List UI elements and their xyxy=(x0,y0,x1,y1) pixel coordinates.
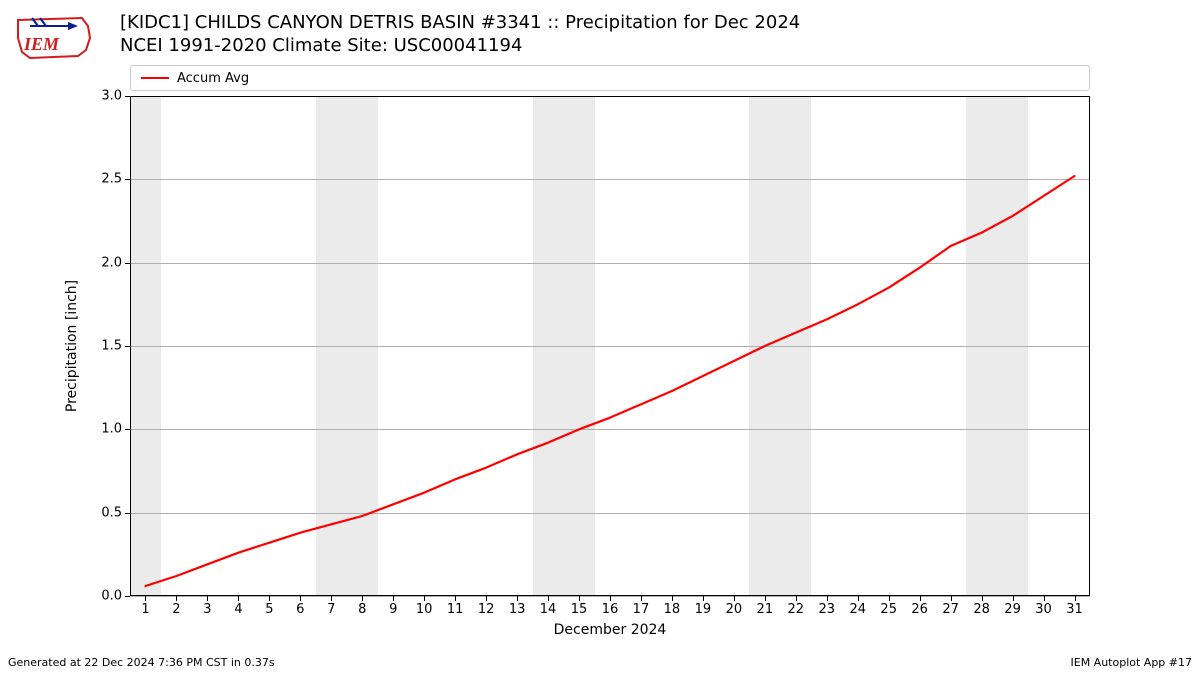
xtick-mark xyxy=(362,596,363,601)
xtick-mark xyxy=(579,596,580,601)
xtick-mark xyxy=(424,596,425,601)
plot-area: 0.00.51.01.52.02.53.0 123456789101112131… xyxy=(130,96,1090,596)
xtick-mark xyxy=(610,596,611,601)
xtick-label: 27 xyxy=(942,602,959,617)
y-axis-label: Precipitation [inch] xyxy=(64,280,80,412)
xtick-mark xyxy=(796,596,797,601)
xtick-mark xyxy=(858,596,859,601)
xtick-label: 15 xyxy=(571,602,588,617)
ytick-label: 1.0 xyxy=(101,422,122,437)
chart-title: [KIDC1] CHILDS CANYON DETRIS BASIN #3341… xyxy=(120,12,800,57)
xtick-label: 18 xyxy=(664,602,681,617)
x-axis-label: December 2024 xyxy=(554,622,667,638)
xtick-label: 13 xyxy=(509,602,526,617)
xtick-label: 29 xyxy=(1004,602,1021,617)
xtick-mark xyxy=(920,596,921,601)
chart-title-line2: NCEI 1991-2020 Climate Site: USC00041194 xyxy=(120,35,800,58)
xtick-mark xyxy=(672,596,673,601)
ytick-label: 3.0 xyxy=(101,89,122,104)
xtick-mark xyxy=(238,596,239,601)
xtick-mark xyxy=(641,596,642,601)
xtick-label: 17 xyxy=(633,602,650,617)
xtick-mark xyxy=(486,596,487,601)
series-line xyxy=(145,176,1074,586)
ytick-mark xyxy=(125,596,130,597)
xtick-mark xyxy=(1044,596,1045,601)
ytick-label: 2.5 xyxy=(101,172,122,187)
legend-swatch xyxy=(141,77,169,79)
xtick-label: 11 xyxy=(447,602,464,617)
xtick-label: 10 xyxy=(416,602,433,617)
xtick-label: 14 xyxy=(540,602,557,617)
xtick-mark xyxy=(734,596,735,601)
xtick-label: 3 xyxy=(203,602,211,617)
xtick-label: 6 xyxy=(296,602,304,617)
footer-generated: Generated at 22 Dec 2024 7:36 PM CST in … xyxy=(8,656,275,669)
ytick-mark xyxy=(125,513,130,514)
xtick-mark xyxy=(703,596,704,601)
xtick-mark xyxy=(176,596,177,601)
svg-text:IEM: IEM xyxy=(23,34,60,54)
xtick-mark xyxy=(827,596,828,601)
ytick-mark xyxy=(125,346,130,347)
xtick-label: 5 xyxy=(265,602,273,617)
xtick-mark xyxy=(269,596,270,601)
xtick-mark xyxy=(548,596,549,601)
xtick-label: 24 xyxy=(849,602,866,617)
xtick-label: 1 xyxy=(141,602,149,617)
ytick-label: 0.0 xyxy=(101,589,122,604)
xtick-mark xyxy=(331,596,332,601)
xtick-mark xyxy=(889,596,890,601)
xtick-label: 20 xyxy=(726,602,743,617)
xtick-mark xyxy=(1075,596,1076,601)
xtick-label: 2 xyxy=(172,602,180,617)
ytick-label: 2.0 xyxy=(101,255,122,270)
ytick-label: 0.5 xyxy=(101,505,122,520)
legend-label: Accum Avg xyxy=(177,71,249,86)
xtick-label: 7 xyxy=(327,602,335,617)
ytick-mark xyxy=(125,429,130,430)
ytick-mark xyxy=(125,263,130,264)
xtick-mark xyxy=(517,596,518,601)
chart-container: IEM [KIDC1] CHILDS CANYON DETRIS BASIN #… xyxy=(0,0,1200,675)
xtick-label: 19 xyxy=(695,602,712,617)
xtick-label: 23 xyxy=(818,602,835,617)
chart-title-line1: [KIDC1] CHILDS CANYON DETRIS BASIN #3341… xyxy=(120,12,800,35)
xtick-label: 31 xyxy=(1066,602,1083,617)
xtick-mark xyxy=(951,596,952,601)
footer-app: IEM Autoplot App #17 xyxy=(1071,656,1193,669)
xtick-label: 16 xyxy=(602,602,619,617)
xtick-mark xyxy=(1013,596,1014,601)
xtick-mark xyxy=(455,596,456,601)
xtick-label: 8 xyxy=(358,602,366,617)
legend: Accum Avg xyxy=(130,65,1090,91)
xtick-mark xyxy=(982,596,983,601)
xtick-label: 4 xyxy=(234,602,242,617)
line-series-svg xyxy=(130,96,1090,596)
xtick-label: 12 xyxy=(478,602,495,617)
xtick-label: 9 xyxy=(389,602,397,617)
xtick-label: 21 xyxy=(757,602,774,617)
xtick-label: 28 xyxy=(973,602,990,617)
xtick-mark xyxy=(300,596,301,601)
iem-logo: IEM xyxy=(8,8,98,63)
ytick-mark xyxy=(125,96,130,97)
xtick-mark xyxy=(207,596,208,601)
xtick-label: 25 xyxy=(880,602,897,617)
xtick-label: 26 xyxy=(911,602,928,617)
xtick-label: 30 xyxy=(1035,602,1052,617)
ytick-label: 1.5 xyxy=(101,339,122,354)
xtick-mark xyxy=(393,596,394,601)
ytick-mark xyxy=(125,179,130,180)
xtick-label: 22 xyxy=(788,602,805,617)
xtick-mark xyxy=(145,596,146,601)
xtick-mark xyxy=(765,596,766,601)
